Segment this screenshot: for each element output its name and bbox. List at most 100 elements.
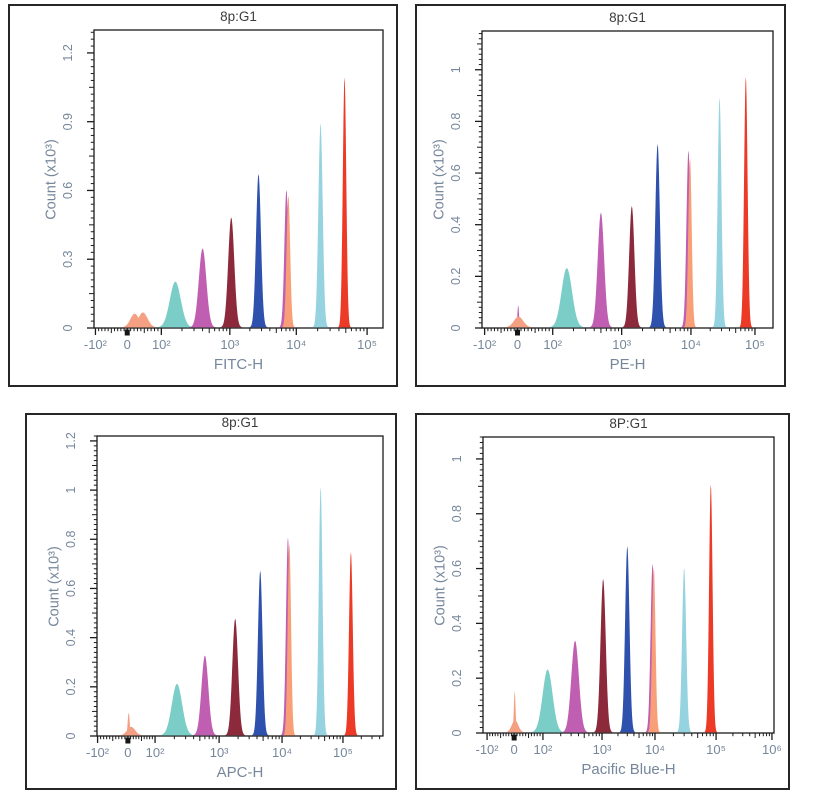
histogram-plot-pacific-blue: 0 0.2 0.4 0.6 0.8 1 -10² 0 10² 10³ 10⁴ 10⁵ 10⁶: [450, 436, 782, 757]
x-tick-label: 10⁵: [706, 742, 726, 757]
x-tick-label: 0: [124, 745, 131, 760]
y-tick-label: 1: [64, 487, 78, 494]
histogram-peak-teal: [529, 669, 566, 733]
histogram-panel-fitc: 8p:G1 Count (x10³) FITC-H 0 0.3 0.6 0.9 1.2-…: [8, 4, 398, 387]
y-tick-label: 0.2: [450, 669, 464, 686]
x-tick-label: -10²: [473, 337, 497, 352]
x-tick-label: 10⁴: [272, 745, 292, 760]
histogram-peak-red: [704, 484, 718, 733]
x-tick-label: 0: [124, 337, 131, 352]
x-tick-label: 10²: [146, 745, 165, 760]
plot-title: 8p:G1: [221, 415, 259, 430]
y-tick-label: 0.8: [449, 113, 463, 130]
y-tick-label: 0: [450, 729, 464, 736]
histogram-panel-apc: 8p:G1 Count (x10³) APC-H 0 0.2 0.4 0.6 0.8 1 1…: [25, 413, 397, 790]
histogram-peak-salmon: [503, 720, 527, 733]
x-axis-label: APC-H: [216, 764, 264, 781]
histogram-peak-blue: [251, 570, 269, 736]
zero-axis-marker: [511, 734, 517, 741]
histogram-peak-ltcyan: [676, 567, 692, 733]
x-tick-label: 10²: [543, 337, 562, 352]
x-tick-label: 10³: [210, 745, 229, 760]
x-tick-label: 10⁵: [357, 337, 377, 352]
x-tick-label: 0: [511, 742, 518, 757]
y-tick-label: 0.3: [61, 251, 75, 268]
histogram-peak-orchid: [189, 248, 217, 328]
histogram-peak-orchid: [589, 212, 613, 328]
x-tick-label: 10³: [593, 742, 612, 757]
y-tick-label: 0.8: [450, 505, 464, 522]
histogram-peak-teal: [158, 683, 196, 736]
histogram-peak-ltcyan: [712, 97, 727, 328]
histogram-peak-red: [344, 552, 358, 736]
x-tick-label: 10³: [220, 337, 239, 352]
plot-title: 8P:G1: [609, 416, 648, 431]
y-tick-label: 0.4: [449, 216, 463, 233]
y-tick-label: 0.6: [450, 560, 464, 577]
x-tick-label: -10²: [86, 745, 110, 760]
y-tick-label: 0.6: [61, 182, 75, 199]
histogram-panel-pe: 8p:G1 Count (x10³) PE-H 0 0.2 0.4 0.6 0.8 1 -1…: [415, 4, 786, 387]
x-axis-label: Pacific Blue-H: [581, 761, 676, 778]
zero-axis-marker: [125, 737, 131, 744]
histogram-peak-blue: [619, 546, 636, 733]
histogram-peak-salmon2: [281, 195, 295, 328]
y-tick-label: 0.4: [450, 615, 464, 632]
y-tick-label: 1: [450, 455, 464, 462]
x-tick-label: -10²: [476, 742, 500, 757]
y-tick-label: 0.2: [449, 268, 463, 285]
histogram-peak-salmon2: [647, 567, 660, 733]
histogram-plot-apc: 0 0.2 0.4 0.6 0.8 1 1.2 -10² 0 10² 10³ 10⁴ 10⁵: [64, 432, 384, 760]
x-tick-label: 10⁴: [681, 337, 701, 352]
histogram-peak-salmon: [125, 712, 133, 736]
histogram-peak-salmon2: [283, 543, 296, 736]
x-tick-label: 10⁴: [645, 742, 665, 757]
histogram-peak-salmon: [511, 691, 518, 733]
x-tick-label: 10⁴: [286, 337, 306, 352]
x-tick-label: 10⁶: [762, 742, 782, 757]
histogram-peak-salmon: [501, 316, 536, 328]
histogram-peak-maroon: [220, 217, 243, 328]
histogram-peak-red: [338, 77, 351, 328]
histogram-peak-red: [739, 76, 753, 328]
y-tick-label: 1: [449, 66, 463, 73]
x-tick-label: 10²: [534, 742, 553, 757]
histogram-peak-maroon: [622, 206, 642, 328]
y-tick-label: 0.4: [64, 629, 78, 646]
histogram-panel-pacific-blue: 8P:G1 Count (x10³) Pacific Blue-H 0 0.2 0.…: [415, 413, 790, 790]
y-tick-label: 0.8: [64, 531, 78, 548]
histogram-peak-teal: [155, 281, 196, 328]
histogram-peak-ltcyan: [313, 487, 328, 736]
x-axis-label: FITC-H: [213, 356, 264, 373]
y-tick-label: 0: [449, 324, 463, 331]
histogram-peak-orchid: [192, 655, 218, 736]
histogram-peak-salmon: [119, 313, 151, 328]
histogram-peak-salmon: [126, 312, 160, 328]
histogram-peak-salmon: [116, 726, 146, 736]
histogram-peak-blue: [249, 173, 268, 328]
x-tick-label: -10²: [84, 337, 108, 352]
histogram-peak-maroon: [224, 618, 246, 736]
x-tick-label: 10⁵: [333, 745, 353, 760]
y-tick-label: 0.6: [64, 580, 78, 597]
y-tick-label: 0: [64, 732, 78, 739]
histogram-peak-ltcyan: [312, 123, 329, 328]
histogram-peak-orchid: [515, 305, 522, 328]
zero-axis-marker: [124, 329, 130, 336]
y-tick-label: 0.6: [449, 164, 463, 181]
histogram-plot-pe: 0 0.2 0.4 0.6 0.8 1 -10² 0 10² 10³ 10⁴ 10⁵: [449, 30, 774, 352]
y-tick-label: 1.2: [61, 44, 75, 61]
y-tick-label: 0.2: [64, 678, 78, 695]
zero-axis-marker: [515, 329, 521, 336]
histogram-peak-blue: [649, 144, 666, 328]
plot-title: 8p:G1: [609, 10, 646, 25]
x-tick-label: 0: [514, 337, 521, 352]
x-tick-label: 10³: [612, 337, 631, 352]
y-tick-label: 0.9: [61, 113, 75, 130]
histogram-peak-teal: [547, 268, 586, 328]
plot-title: 8p:G1: [220, 9, 257, 24]
x-tick-label: 10²: [152, 337, 171, 352]
histogram-peak-salmon2: [683, 158, 697, 328]
histogram-plot-fitc: 0 0.3 0.6 0.9 1.2 -10² 0 10² 10³ 10⁴ 10⁵: [61, 29, 384, 352]
